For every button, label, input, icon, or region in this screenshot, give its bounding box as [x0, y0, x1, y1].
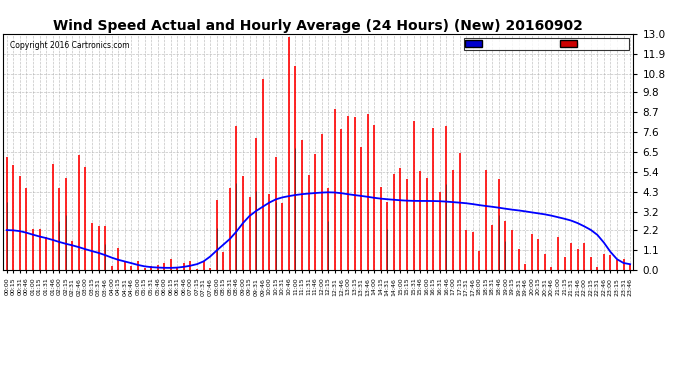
- Title: Wind Speed Actual and Hourly Average (24 Hours) (New) 20160902: Wind Speed Actual and Hourly Average (24…: [54, 19, 583, 33]
- Legend: Hourly Avg (mph), Wind (mph): Hourly Avg (mph), Wind (mph): [464, 38, 629, 50]
- Text: Copyright 2016 Cartronics.com: Copyright 2016 Cartronics.com: [10, 41, 129, 50]
